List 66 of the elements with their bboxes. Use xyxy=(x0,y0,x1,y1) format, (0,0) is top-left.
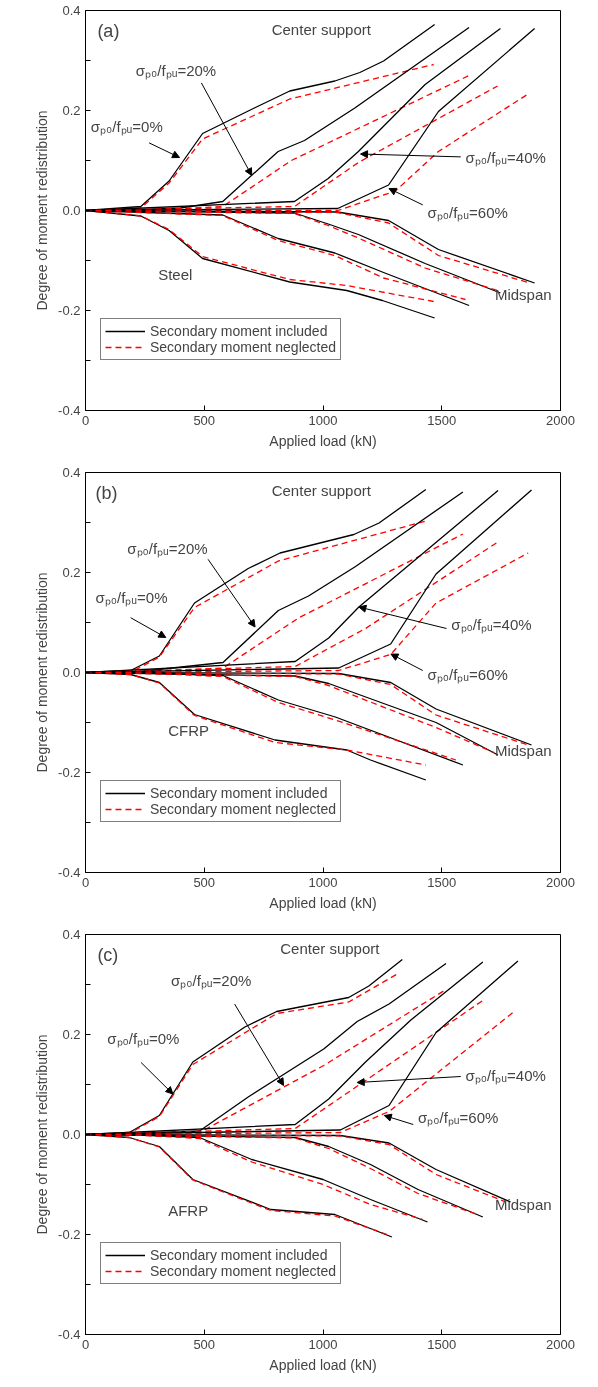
annotation: Midspan xyxy=(494,1196,552,1213)
legend-label: Secondary moment neglected xyxy=(150,801,336,817)
y-tick-label: 0.0 xyxy=(62,1127,81,1142)
x-tick-label: 1000 xyxy=(308,1336,338,1352)
annotation: σₚ₀/fₚᵤ=20% xyxy=(171,972,252,990)
x-tick-label: 2000 xyxy=(546,1336,575,1352)
y-tick-label: -0.4 xyxy=(58,865,81,880)
x-tick-label: 1000 xyxy=(308,874,338,890)
text: (b) xyxy=(95,482,118,503)
x-tick-label: 2000 xyxy=(546,412,575,428)
legend-label: Secondary moment included xyxy=(150,323,328,339)
x-tick-label: 500 xyxy=(193,412,216,428)
annotation: Center support xyxy=(271,482,372,499)
legend-label: Secondary moment included xyxy=(150,1247,328,1263)
x-tick-label: 500 xyxy=(193,1336,216,1352)
annotation: Steel xyxy=(158,266,193,283)
x-tick-label: 500 xyxy=(193,874,216,890)
annotation: Midspan xyxy=(494,742,552,759)
legend-label: Secondary moment included xyxy=(150,785,328,801)
x-tick-label: 1000 xyxy=(308,412,338,428)
y-tick-label: 0.4 xyxy=(62,465,81,480)
annotation: σₚ₀/fₚᵤ=40% xyxy=(451,616,532,635)
x-tick-label: 1500 xyxy=(427,412,457,428)
x-axis-title: Applied load (kN) xyxy=(269,432,377,449)
annotation: Center support xyxy=(280,940,381,957)
y-tick-label: -0.4 xyxy=(58,403,81,418)
annotation: AFRP xyxy=(168,1202,209,1219)
y-tick-label: -0.4 xyxy=(58,1327,81,1342)
x-tick-label: 1500 xyxy=(427,1336,457,1352)
annotation: σₚ₀/fₚᵤ=20% xyxy=(127,540,208,558)
x-tick-label: 2000 xyxy=(546,874,575,890)
text: (a) xyxy=(97,20,120,41)
annotation: CFRP xyxy=(168,722,209,739)
y-axis-title: Degree of moment redistribution xyxy=(34,110,51,311)
y-tick-label: 0.0 xyxy=(62,203,81,218)
y-tick-label: -0.2 xyxy=(58,765,81,780)
annotation: σₚ₀/fₚᵤ=60% xyxy=(427,665,508,684)
annotation: σₚ₀/fₚᵤ=60% xyxy=(427,204,508,222)
legend-label: Secondary moment neglected xyxy=(150,339,336,355)
annotation: σₚ₀/fₚᵤ=40% xyxy=(465,1066,546,1085)
y-tick-label: -0.2 xyxy=(58,1227,81,1242)
annotation: Midspan xyxy=(494,286,552,303)
text: (c) xyxy=(97,944,119,965)
x-tick-label: 0 xyxy=(81,1336,90,1352)
y-tick-label: 0.2 xyxy=(62,103,81,118)
annotation: σₚ₀/fₚᵤ=0% xyxy=(107,1030,180,1049)
y-axis-title: Degree of moment redistribution xyxy=(34,1034,51,1235)
y-tick-label: 0.4 xyxy=(62,3,81,18)
annotation: σₚ₀/fₚᵤ=40% xyxy=(465,149,546,168)
annotation: σₚ₀/fₚᵤ=20% xyxy=(135,61,217,80)
x-tick-label: 0 xyxy=(81,412,90,428)
legend-label: Secondary moment neglected xyxy=(150,1263,336,1279)
y-tick-label: 0.2 xyxy=(62,565,81,580)
annotation: Center support xyxy=(271,21,372,39)
annotation: σₚ₀/fₚᵤ=60% xyxy=(418,1108,499,1127)
y-tick-label: 0.0 xyxy=(62,665,81,680)
y-tick-label: 0.4 xyxy=(62,927,81,942)
annotation: σₚ₀/fₚᵤ=0% xyxy=(95,589,168,608)
y-tick-label: -0.2 xyxy=(58,303,81,318)
x-tick-label: 1500 xyxy=(427,874,457,890)
x-axis-title: Applied load (kN) xyxy=(269,894,377,911)
x-tick-label: 0 xyxy=(81,874,90,890)
annotation: σₚ₀/fₚᵤ=0% xyxy=(90,118,163,136)
y-axis-title: Degree of moment redistribution xyxy=(34,572,51,773)
x-axis-title: Applied load (kN) xyxy=(269,1356,377,1373)
y-tick-label: 0.2 xyxy=(62,1027,81,1042)
